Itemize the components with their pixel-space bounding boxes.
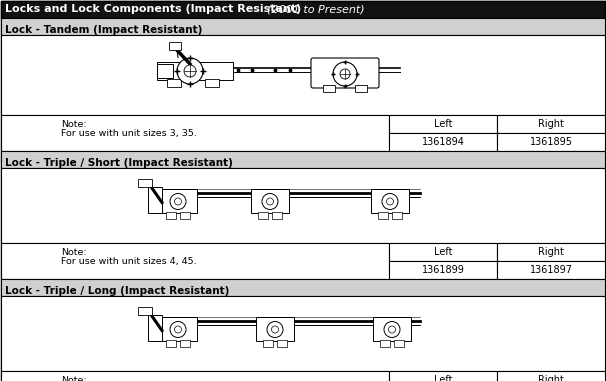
Bar xyxy=(148,187,162,213)
Bar xyxy=(272,211,282,218)
Bar xyxy=(1,371,389,381)
Bar xyxy=(497,243,605,261)
Bar xyxy=(169,42,181,50)
Circle shape xyxy=(382,194,398,210)
Bar xyxy=(389,243,497,261)
Bar xyxy=(389,261,497,279)
Text: Right: Right xyxy=(538,375,564,381)
Circle shape xyxy=(184,65,196,77)
Circle shape xyxy=(333,62,357,86)
Circle shape xyxy=(267,322,283,338)
Text: For use with unit sizes 3, 35.: For use with unit sizes 3, 35. xyxy=(61,129,197,138)
Text: Left: Left xyxy=(434,247,452,257)
Bar xyxy=(497,371,605,381)
Bar xyxy=(1,151,605,168)
Text: Lock - Triple / Short (Impact Resistant): Lock - Triple / Short (Impact Resistant) xyxy=(5,158,233,168)
FancyBboxPatch shape xyxy=(311,58,379,88)
Text: Lock - Tandem (Impact Resistant): Lock - Tandem (Impact Resistant) xyxy=(5,25,202,35)
Bar xyxy=(138,306,152,314)
Bar xyxy=(277,339,287,346)
Text: Lock - Triple / Long (Impact Resistant): Lock - Triple / Long (Impact Resistant) xyxy=(5,286,230,296)
Text: 1361894: 1361894 xyxy=(422,137,464,147)
Bar xyxy=(159,189,197,213)
Bar xyxy=(1,279,605,296)
Bar xyxy=(180,211,190,218)
Text: Right: Right xyxy=(538,119,564,129)
Bar xyxy=(157,64,173,78)
Bar xyxy=(263,339,273,346)
Circle shape xyxy=(387,198,393,205)
Circle shape xyxy=(388,326,396,333)
Text: 1361895: 1361895 xyxy=(530,137,573,147)
Bar xyxy=(373,317,411,341)
Bar xyxy=(378,211,388,218)
Bar xyxy=(323,85,335,92)
Bar xyxy=(380,339,390,346)
Circle shape xyxy=(384,322,400,338)
Bar xyxy=(1,168,605,243)
Bar xyxy=(497,133,605,151)
Bar xyxy=(1,18,605,35)
Circle shape xyxy=(175,198,182,205)
Text: Right: Right xyxy=(538,247,564,257)
Text: (2001 to Present): (2001 to Present) xyxy=(260,5,365,14)
Text: Locks and Lock Components (Impact Resistant): Locks and Lock Components (Impact Resist… xyxy=(5,5,301,14)
Bar xyxy=(497,115,605,133)
Bar xyxy=(392,211,402,218)
Bar xyxy=(1,296,605,371)
Bar xyxy=(205,79,219,87)
Bar xyxy=(251,189,289,213)
Bar xyxy=(1,243,389,279)
Circle shape xyxy=(340,69,350,79)
Text: Left: Left xyxy=(434,119,452,129)
Text: For use with unit sizes 4, 45.: For use with unit sizes 4, 45. xyxy=(61,257,196,266)
Text: Note:: Note: xyxy=(61,376,87,381)
Text: Note:: Note: xyxy=(61,248,87,257)
Text: 1361899: 1361899 xyxy=(422,265,464,275)
Circle shape xyxy=(170,322,186,338)
Bar xyxy=(1,115,389,151)
Bar xyxy=(166,339,176,346)
Bar xyxy=(389,371,497,381)
Circle shape xyxy=(262,194,278,210)
Bar xyxy=(138,179,152,187)
Bar xyxy=(1,1,605,18)
Bar xyxy=(497,261,605,279)
Bar xyxy=(355,85,367,92)
Bar xyxy=(389,133,497,151)
Bar xyxy=(167,79,181,87)
Circle shape xyxy=(177,58,203,84)
Bar xyxy=(389,115,497,133)
Bar xyxy=(157,62,233,80)
Text: Note:: Note: xyxy=(61,120,87,129)
Bar xyxy=(166,211,176,218)
Bar xyxy=(258,211,268,218)
Text: 1361897: 1361897 xyxy=(530,265,573,275)
Circle shape xyxy=(170,194,186,210)
Circle shape xyxy=(175,326,182,333)
Bar xyxy=(394,339,404,346)
Circle shape xyxy=(271,326,279,333)
Bar xyxy=(256,317,294,341)
Bar xyxy=(159,317,197,341)
Bar xyxy=(180,339,190,346)
Text: Left: Left xyxy=(434,375,452,381)
Bar xyxy=(371,189,409,213)
Circle shape xyxy=(267,198,273,205)
Bar xyxy=(1,35,605,115)
Bar xyxy=(148,314,162,341)
